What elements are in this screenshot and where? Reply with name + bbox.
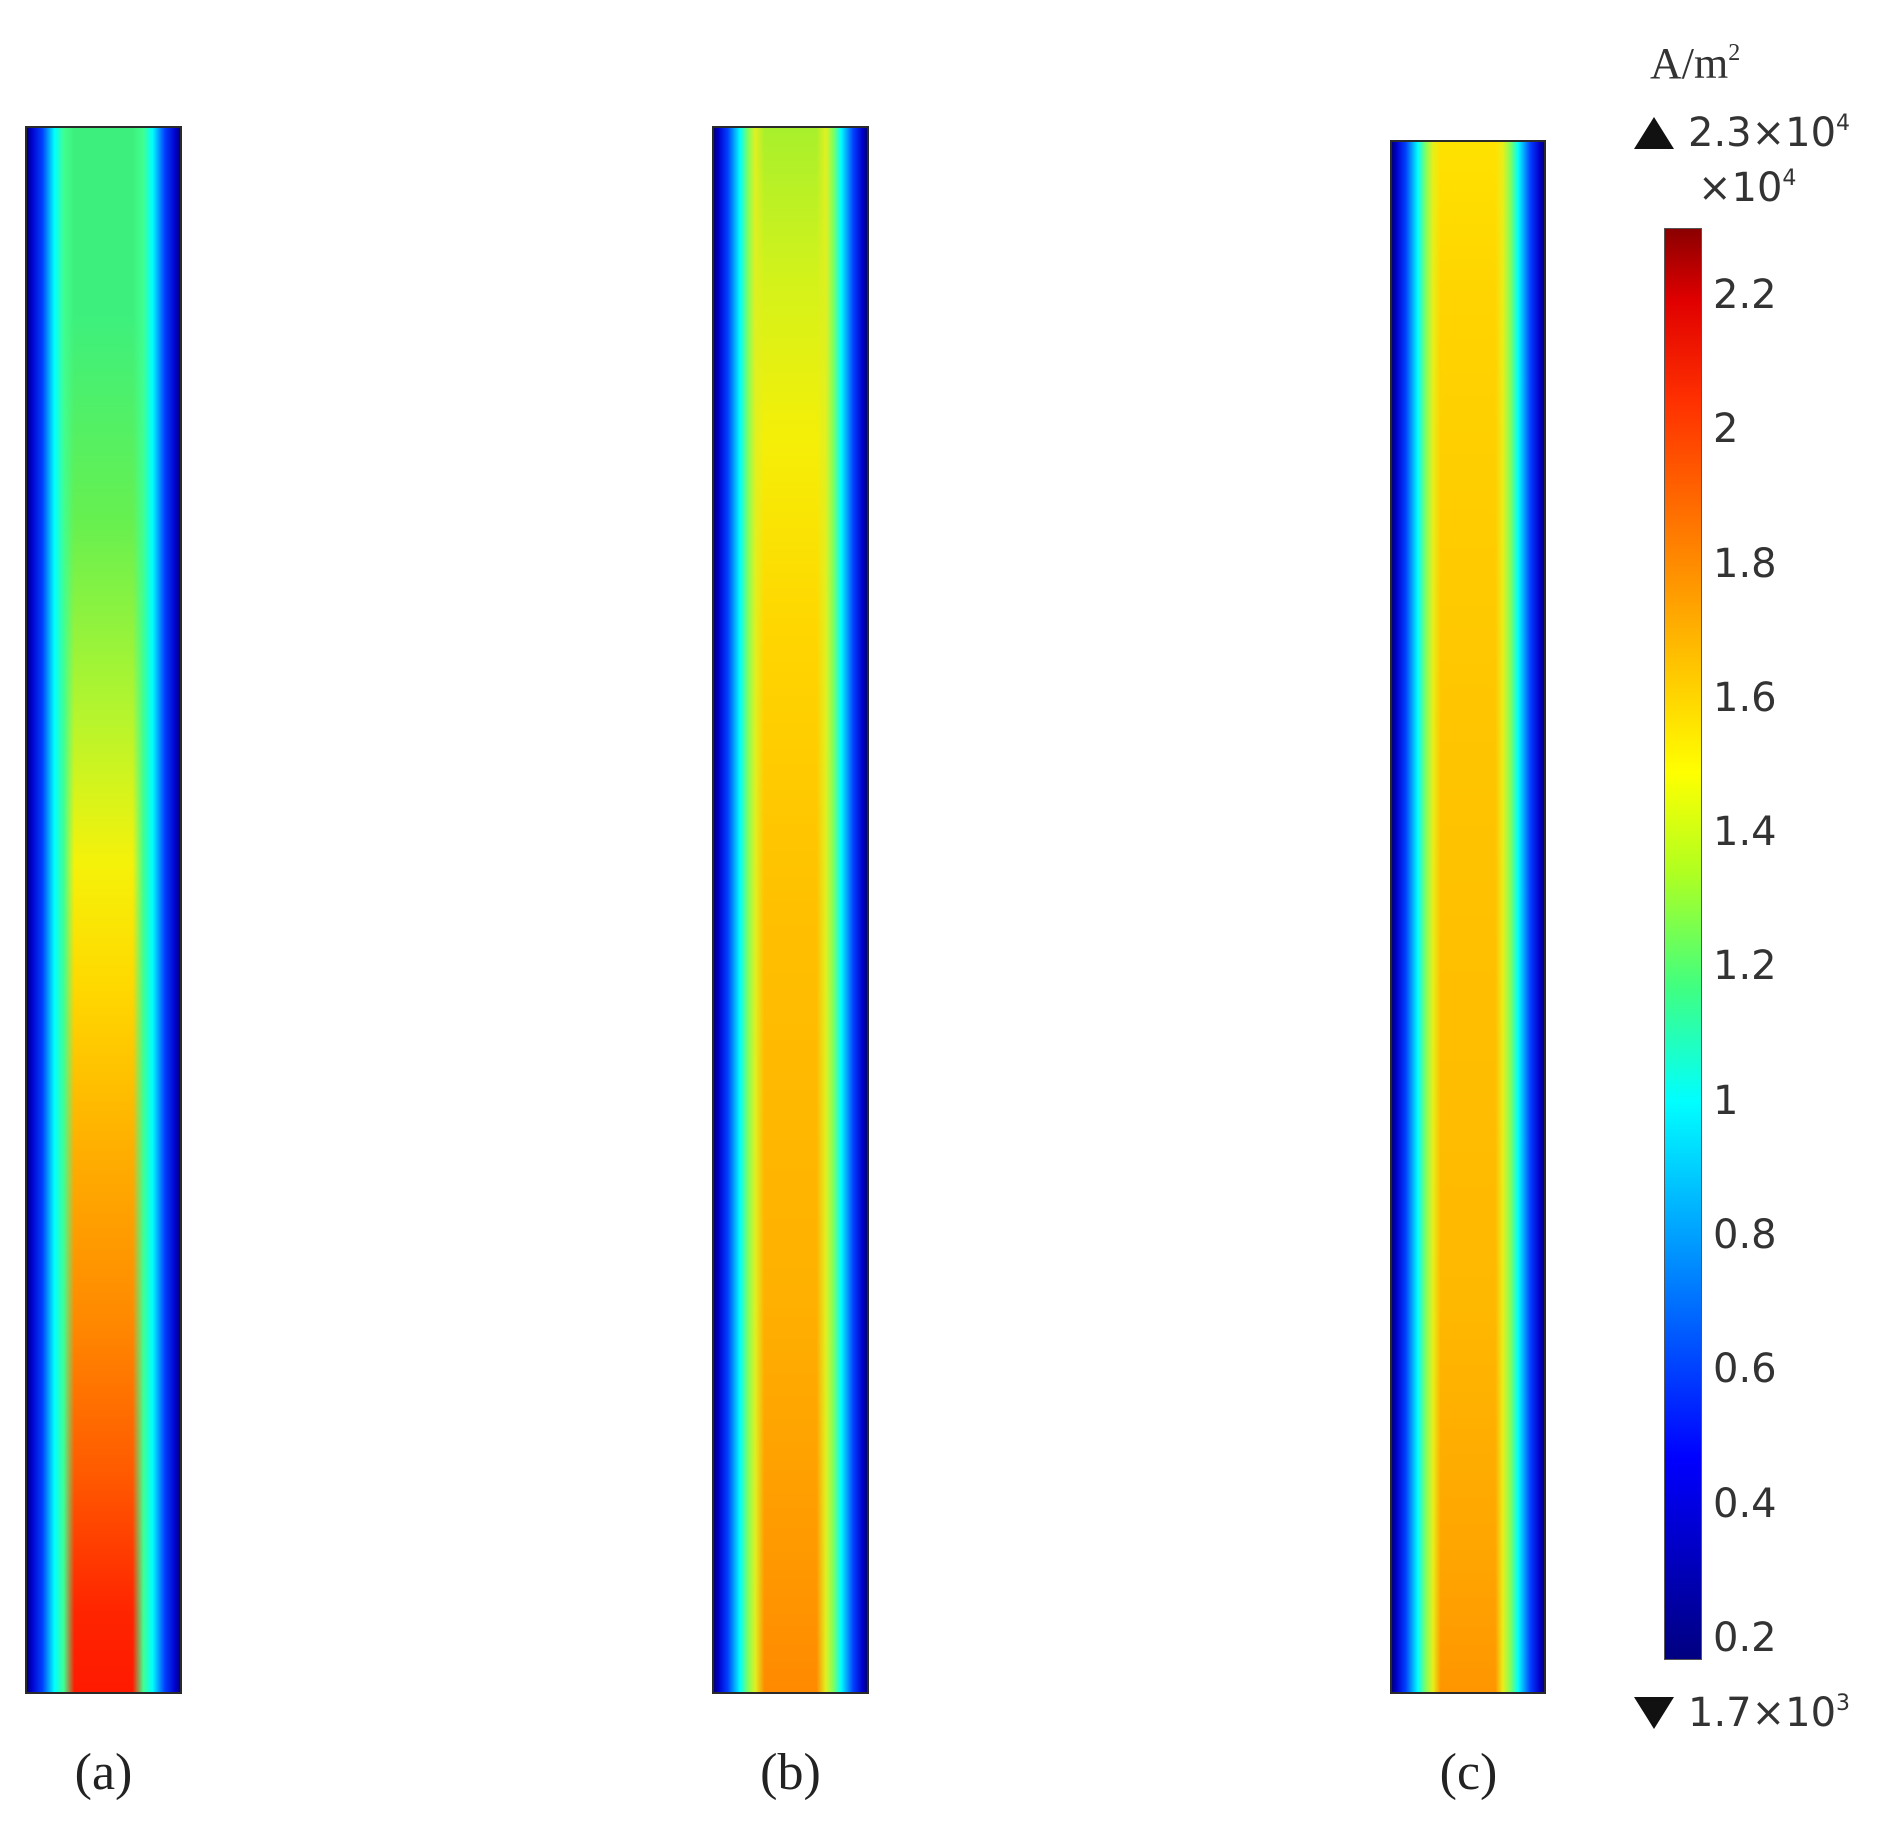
colorbar-tick-label: 0.8 — [1713, 1212, 1777, 1259]
colorbar-tick-label: 0.4 — [1713, 1480, 1777, 1527]
colorbar-tick-label: 1.2 — [1713, 943, 1777, 990]
colorbar-tick-label: 1.4 — [1713, 809, 1777, 856]
legend-min-value: 1.7×103 — [1688, 1690, 1851, 1736]
panel-b: (b) — [712, 0, 902, 1848]
triangle-down-icon — [1634, 1697, 1674, 1729]
color-legend: A/m2 2.3×104 ×104 2.2 2 1.8 1.6 1.4 1.2 1 0.8 0.… — [1628, 30, 1883, 1760]
legend-unit: A/m2 — [1650, 39, 1741, 88]
plot-edge-b — [714, 128, 867, 1692]
panel-label-a: (a) — [74, 1744, 133, 1801]
triangle-up-icon — [1634, 117, 1674, 149]
legend-max-value: 2.3×104 — [1688, 110, 1851, 156]
panel-c: (c) — [1390, 0, 1580, 1848]
colorbar-tick-label: 2 — [1713, 406, 1739, 453]
colorbar-tick-label: 1.6 — [1713, 674, 1777, 721]
colorbar-tick-label: 0.2 — [1713, 1614, 1777, 1661]
panel-label-c: (c) — [1439, 1744, 1498, 1801]
colorbar-tick-label: 0.6 — [1713, 1346, 1777, 1393]
current-density-plot-b — [712, 126, 869, 1694]
plot-edge-a — [27, 128, 180, 1692]
legend-min: 1.7×103 — [1634, 1690, 1850, 1736]
colorbar — [1664, 228, 1702, 1660]
colorbar-ticks: 2.2 2 1.8 1.6 1.4 1.2 1 0.8 0.6 0.4 0.2 — [1713, 228, 1873, 1658]
current-density-plot-a — [25, 126, 182, 1694]
colorbar-tick-label: 1 — [1713, 1077, 1739, 1124]
colorbar-tick-label: 2.2 — [1713, 272, 1777, 319]
plot-edge-c — [1392, 142, 1544, 1692]
panel-label-b: (b) — [760, 1744, 821, 1801]
legend-multiplier: ×104 — [1698, 165, 1797, 211]
legend-max: 2.3×104 — [1634, 110, 1850, 156]
panel-a: (a) — [25, 0, 215, 1848]
colorbar-tick-label: 1.8 — [1713, 540, 1777, 587]
current-density-plot-c — [1390, 140, 1546, 1694]
